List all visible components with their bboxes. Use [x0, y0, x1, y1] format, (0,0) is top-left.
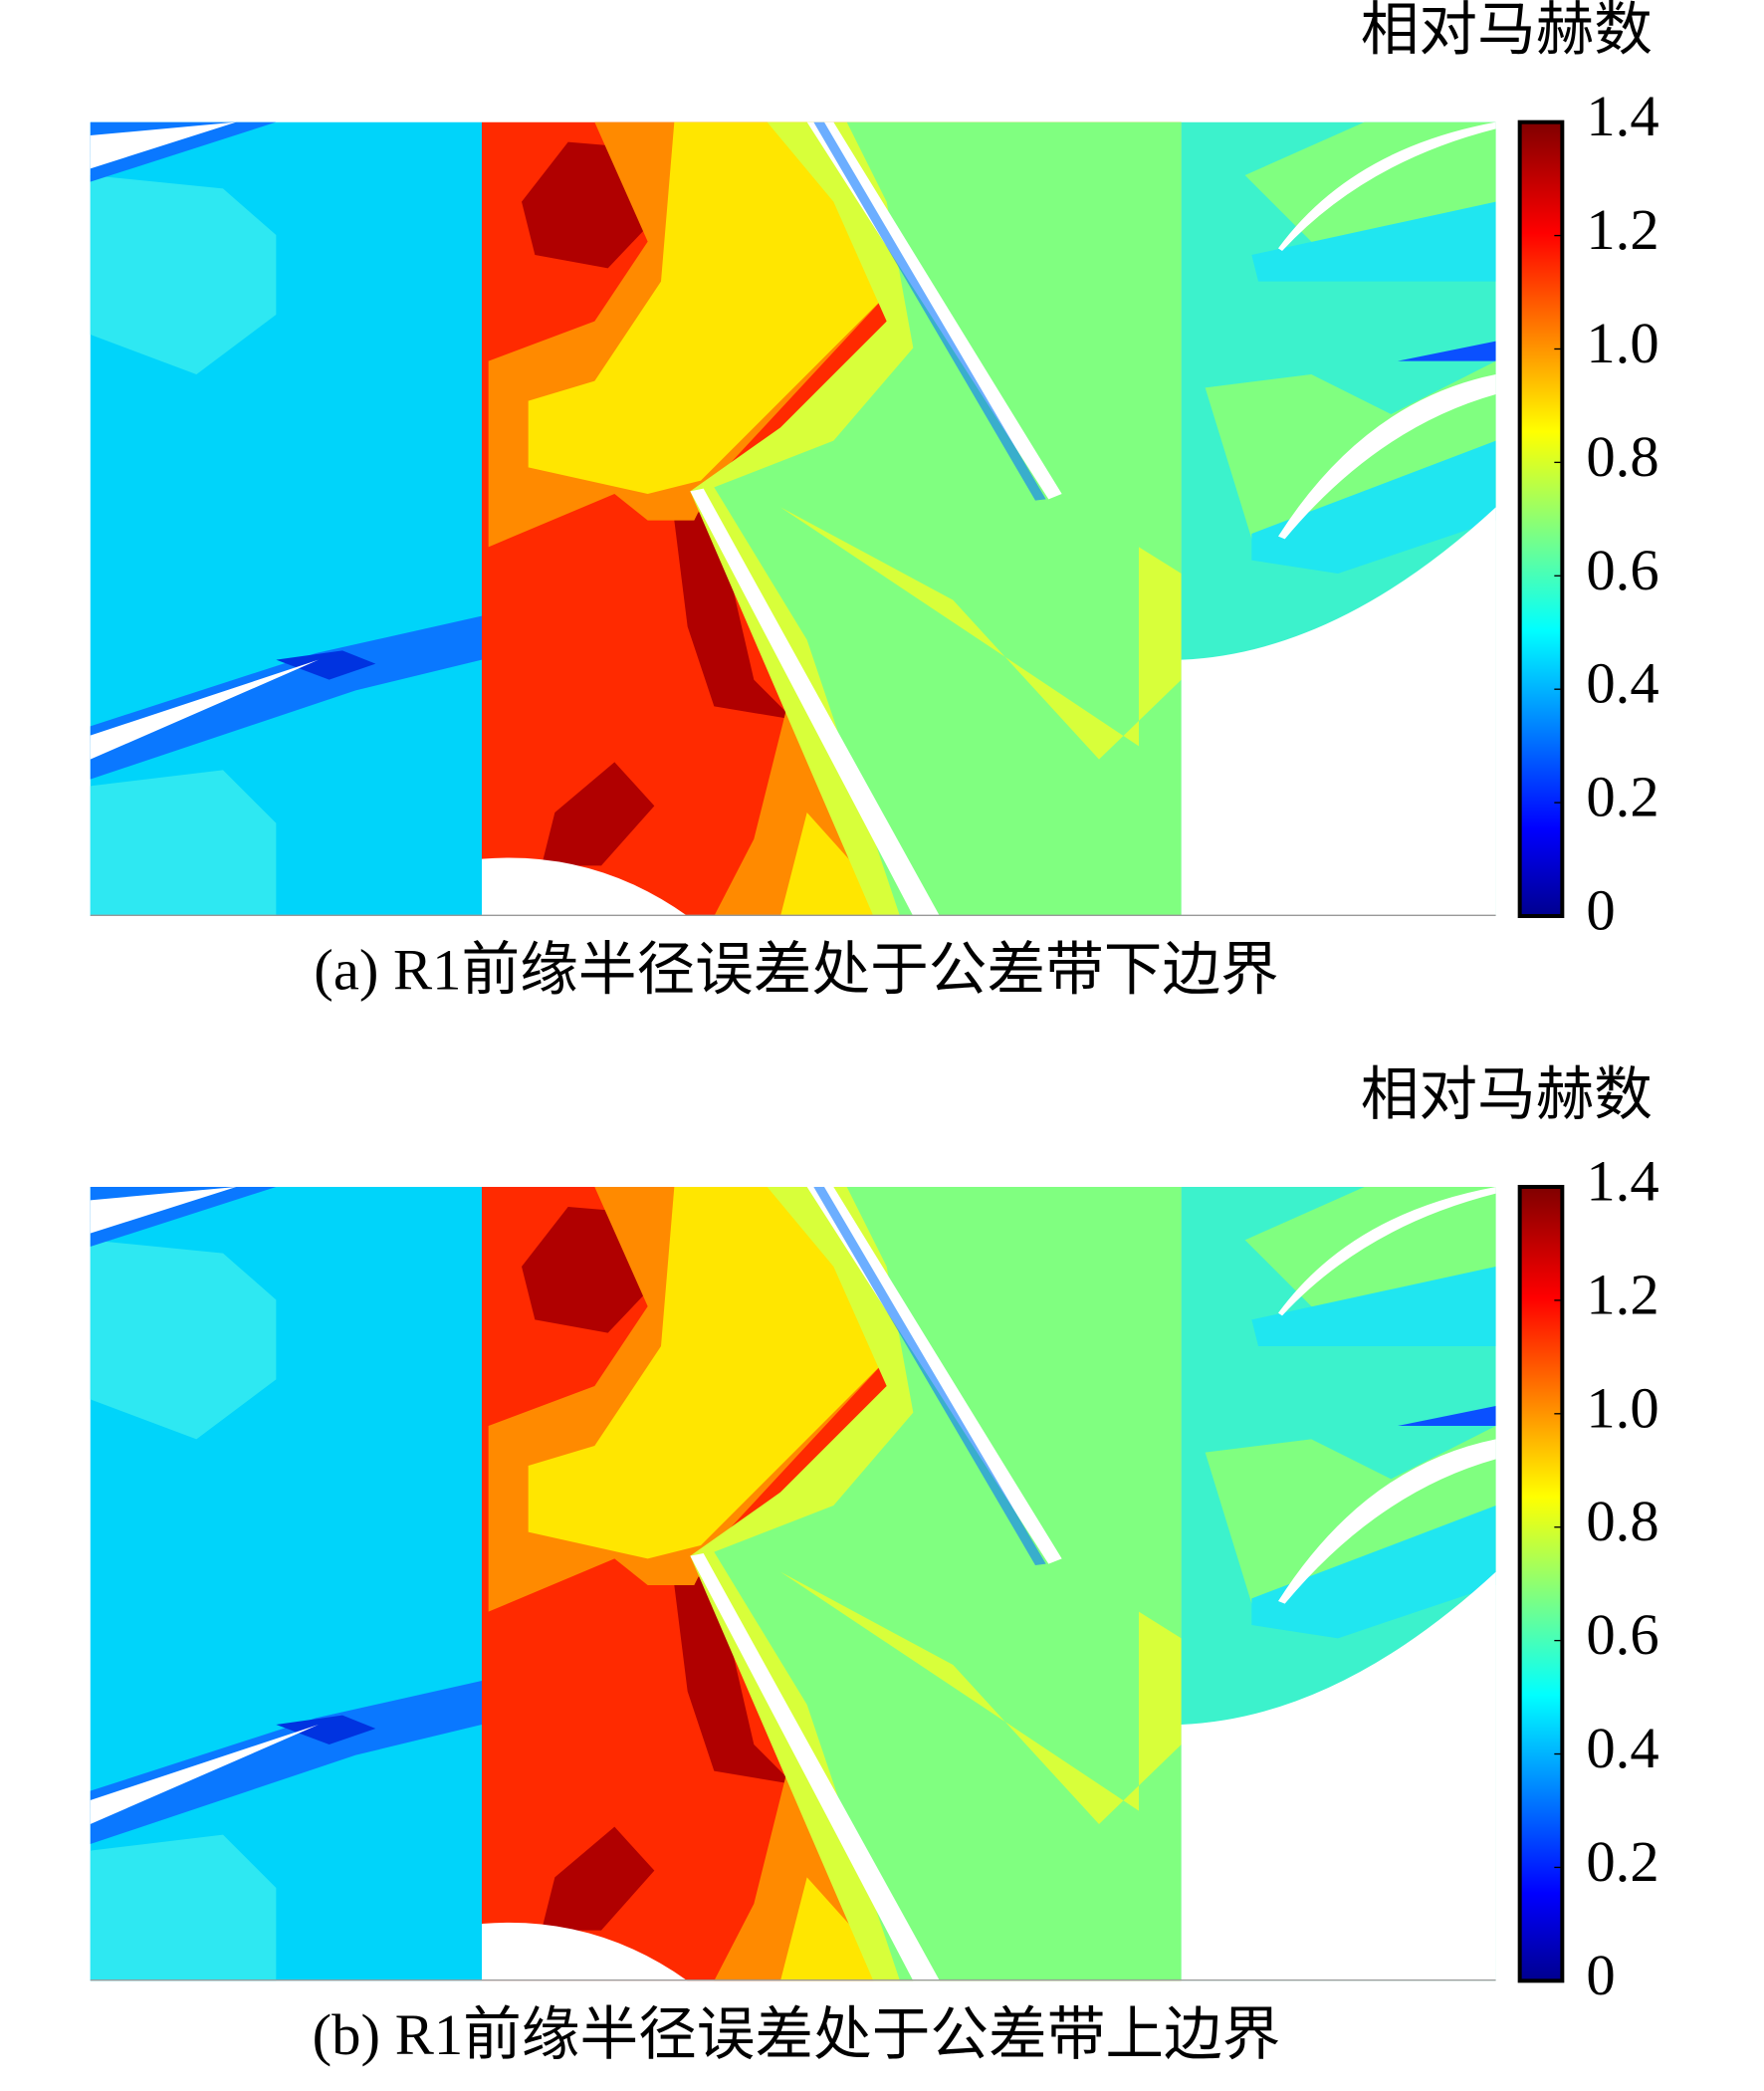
colorbar-tick-label: 0.8 [1586, 424, 1658, 489]
panel: 相对马赫数 1.4 1.2 1.0 0.8 0.6 0.4 0.2 0 (a) R1前缘半径误差处… [90, 0, 1659, 1002]
colorbar [1517, 119, 1565, 918]
colorbar-tick-label: 0 [1586, 1943, 1615, 2007]
colorbar-tick-label: 0.8 [1586, 1489, 1658, 1553]
caption: (a) R1前缘半径误差处于公差带下边界 [314, 937, 1278, 1002]
colorbar-tick-label: 0.2 [1586, 1829, 1658, 1894]
colorbar-tick-label: 0.2 [1586, 765, 1658, 829]
contour-plot [90, 1187, 1496, 1981]
colorbar-tick-label: 0.6 [1586, 538, 1658, 602]
colorbar-tick-label: 1.2 [1586, 1262, 1658, 1326]
colorbar-tick-label: 1.4 [1586, 1148, 1658, 1213]
colorbar-tick-label: 0.4 [1586, 1716, 1658, 1780]
colorbar-tick-label: 0 [1586, 877, 1615, 942]
colorbar-title: 相对马赫数 [1361, 0, 1653, 62]
colorbar [1517, 1185, 1565, 1983]
colorbar-tick-label: 1.4 [1586, 84, 1658, 148]
caption: (b) R1前缘半径误差处于公差带上边界 [313, 2002, 1281, 2067]
colorbar-tick-label: 0.6 [1586, 1602, 1658, 1667]
colorbar-tick-label: 0.4 [1586, 651, 1658, 716]
colorbar-tick-label: 1.0 [1586, 1375, 1658, 1440]
colorbar-title: 相对马赫数 [1361, 1062, 1653, 1127]
colorbar-tick-label: 1.2 [1586, 197, 1658, 262]
contour-plot [90, 121, 1496, 916]
colorbar-tick-label: 1.0 [1586, 311, 1658, 375]
panel: 相对马赫数 1.4 1.2 1.0 0.8 0.6 0.4 0.2 0 (b) R1前缘半径误差处… [90, 1062, 1659, 2067]
